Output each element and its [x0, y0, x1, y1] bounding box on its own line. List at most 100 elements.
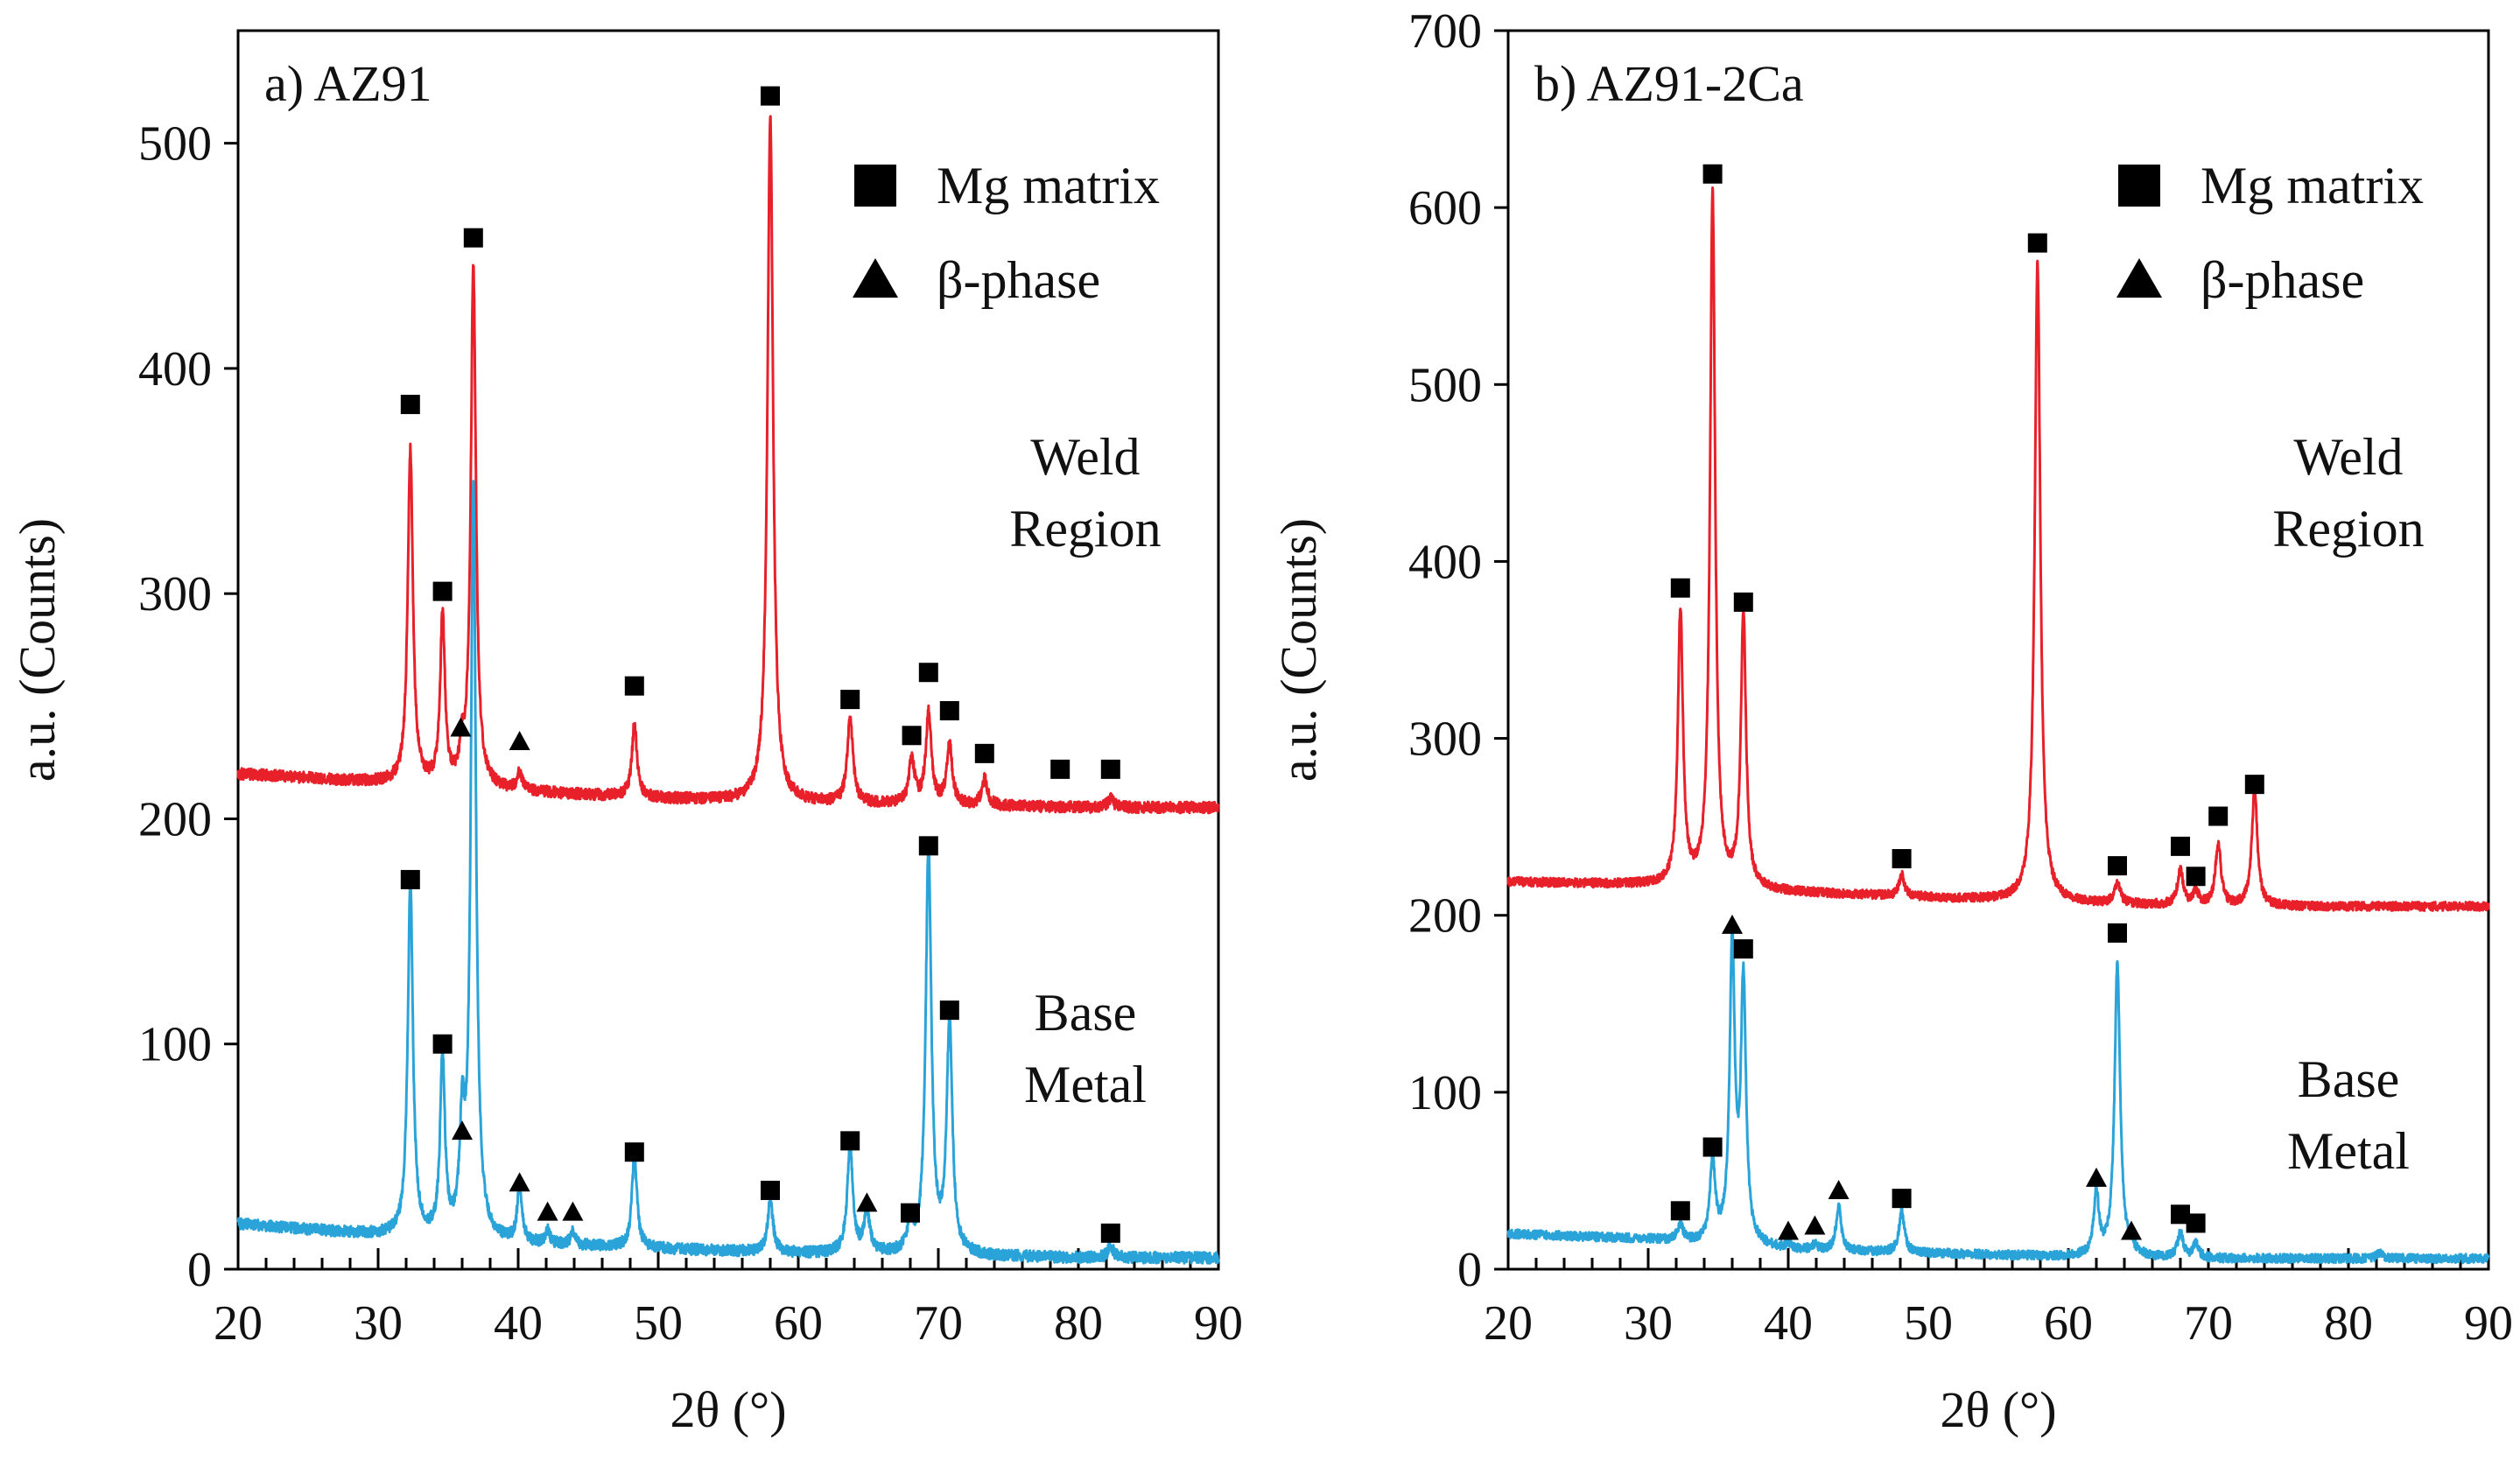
panel-title: b) AZ91-2Ca — [1534, 55, 1804, 112]
mg-matrix-marker — [2171, 836, 2190, 856]
plot-frame — [1506, 29, 2490, 1271]
y-tick-label: 300 — [138, 567, 212, 621]
x-tick-label: 20 — [1484, 1296, 1533, 1351]
beta-phase-marker — [562, 1201, 584, 1221]
beta-phase-marker — [1722, 914, 1743, 934]
mg-matrix-marker — [761, 86, 780, 106]
mg-matrix-marker — [1100, 1223, 1120, 1243]
beta-phase-marker — [2086, 1167, 2107, 1187]
mg-matrix-marker — [918, 663, 938, 683]
x-tick-label: 60 — [2044, 1296, 2093, 1351]
region-label-base: Base — [1035, 984, 1137, 1042]
x-tick-label: 90 — [2464, 1296, 2513, 1351]
mg-matrix-marker — [2108, 923, 2127, 943]
x-tick-label: 40 — [1764, 1296, 1813, 1351]
beta-phase-marker — [856, 1192, 878, 1212]
y-tick-label: 500 — [1408, 358, 1482, 412]
beta-phase-marker — [509, 1172, 530, 1192]
x-tick-label: 80 — [1054, 1296, 1103, 1351]
legend-label: Mg matrix — [937, 157, 1160, 214]
x-tick-label: 30 — [1624, 1296, 1673, 1351]
x-tick-label: 50 — [634, 1296, 683, 1351]
y-tick-label: 100 — [1408, 1066, 1482, 1120]
mg-matrix-marker — [974, 743, 994, 763]
beta-phase-marker — [1778, 1220, 1799, 1240]
beta-phase-marker — [2121, 1220, 2142, 1240]
beta-phase-marker — [452, 1120, 473, 1141]
y-tick-label: 300 — [1408, 712, 1482, 767]
region-label-weld: Region — [2272, 500, 2424, 558]
y-tick-label: 200 — [138, 792, 212, 846]
series-line-base-metal — [236, 480, 1220, 1265]
region-label-base: Metal — [1024, 1056, 1147, 1113]
y-axis-title: a.u. (Counts) — [1270, 518, 1327, 782]
x-tick-label: 50 — [1904, 1296, 1953, 1351]
mg-matrix-marker — [1100, 759, 1120, 779]
legend-triangle-icon — [2116, 258, 2162, 298]
mg-matrix-marker — [432, 1034, 453, 1054]
mg-matrix-marker — [901, 1203, 920, 1223]
mg-matrix-marker — [840, 690, 860, 710]
mg-matrix-marker — [939, 700, 959, 720]
x-axis-title: 2θ (°) — [1940, 1381, 2056, 1438]
y-tick-label: 0 — [1457, 1243, 1482, 1297]
beta-phase-marker — [537, 1201, 558, 1221]
mg-matrix-marker — [2171, 1204, 2190, 1225]
x-tick-label: 90 — [1194, 1296, 1243, 1351]
series-line-weld-region — [1506, 186, 2490, 912]
mg-matrix-marker — [2027, 233, 2047, 253]
mg-matrix-marker — [1670, 1201, 1690, 1221]
mg-matrix-marker — [939, 1000, 959, 1021]
x-tick-label: 80 — [2324, 1296, 2373, 1351]
mg-matrix-marker — [1702, 164, 1723, 184]
y-axis-title: a.u. (Counts) — [9, 518, 66, 782]
mg-matrix-marker — [2108, 856, 2127, 876]
panel-title: a) AZ91 — [264, 55, 432, 112]
mg-matrix-marker — [2186, 867, 2206, 887]
beta-phase-marker — [509, 730, 530, 750]
x-tick-label: 40 — [494, 1296, 543, 1351]
legend-label: Mg matrix — [2201, 157, 2424, 214]
x-tick-label: 60 — [774, 1296, 823, 1351]
mg-matrix-marker — [463, 228, 483, 248]
panel-az91-2ca: 20 30 40 50 60 70 80 90 0 100 200 300 400 500 600 700 2θ… — [1270, 4, 2513, 1438]
mg-matrix-marker — [624, 676, 644, 696]
x-axis-title: 2θ (°) — [670, 1381, 786, 1438]
x-tick-label: 30 — [354, 1296, 403, 1351]
panel-az91: 20 30 40 50 60 70 80 90 0 100 200 300 400 500 2θ (°) a.… — [9, 29, 1243, 1438]
y-tick-label: 0 — [187, 1243, 212, 1297]
series-line-base-metal — [1506, 924, 2490, 1265]
series-line-weld-region — [236, 115, 1220, 815]
y-tick-label: 100 — [138, 1018, 212, 1072]
y-tick-label: 500 — [138, 117, 212, 172]
legend-square-icon — [2118, 165, 2160, 207]
mg-matrix-marker — [2186, 1213, 2206, 1233]
mg-matrix-marker — [902, 726, 922, 746]
mg-matrix-marker — [1892, 849, 1912, 869]
mg-matrix-marker — [1702, 1137, 1723, 1157]
y-tick-label: 400 — [138, 342, 212, 397]
region-label-base: Base — [2298, 1050, 2400, 1108]
mg-matrix-marker — [840, 1131, 860, 1151]
y-tick-label: 700 — [1408, 4, 1482, 59]
region-label-weld: Weld — [1030, 428, 1140, 486]
region-label-weld: Weld — [2293, 428, 2403, 486]
x-tick-label: 70 — [914, 1296, 963, 1351]
beta-phase-marker — [1828, 1180, 1850, 1200]
region-label-weld: Region — [1009, 500, 1161, 558]
beta-phase-marker — [450, 717, 472, 737]
y-tick-label: 200 — [1408, 889, 1482, 944]
y-tick-label: 400 — [1408, 535, 1482, 589]
y-tick-label: 600 — [1408, 181, 1482, 235]
legend-square-icon — [854, 165, 896, 207]
mg-matrix-marker — [432, 581, 453, 601]
x-tick-label: 70 — [2184, 1296, 2233, 1351]
mg-matrix-marker — [624, 1142, 644, 1162]
mg-matrix-marker — [761, 1180, 780, 1200]
legend-triangle-icon — [853, 258, 898, 298]
mg-matrix-marker — [1733, 592, 1753, 612]
mg-matrix-marker — [918, 836, 938, 856]
mg-matrix-marker — [400, 869, 420, 889]
region-label-base: Metal — [2287, 1122, 2410, 1180]
